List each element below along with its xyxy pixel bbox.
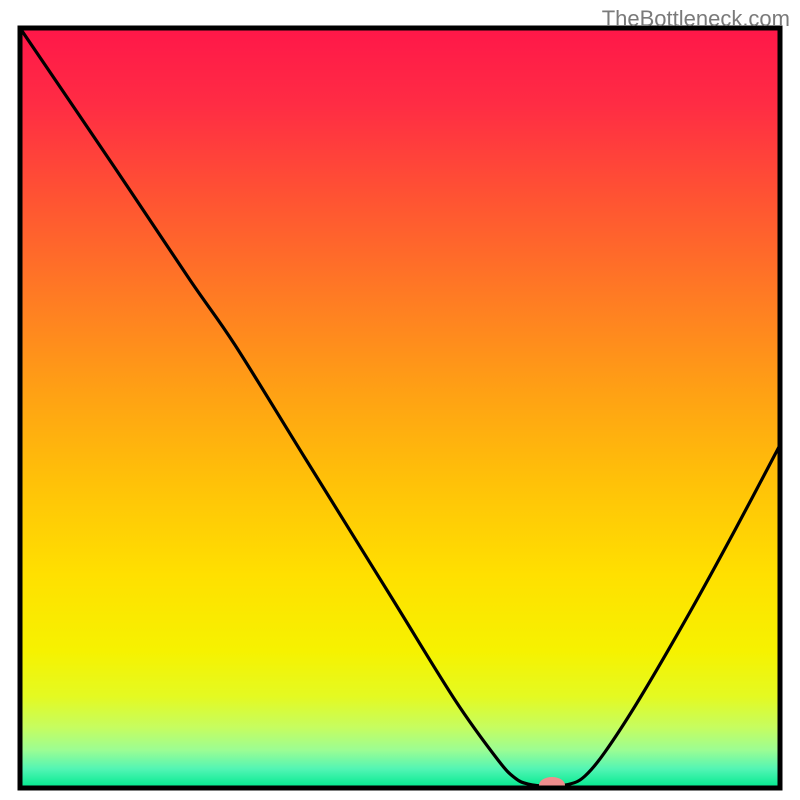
chart-container: TheBottleneck.com — [0, 0, 800, 800]
bottleneck-marker — [539, 777, 565, 793]
gradient-background — [20, 28, 780, 788]
bottleneck-chart — [0, 0, 800, 800]
watermark-label: TheBottleneck.com — [602, 6, 790, 32]
